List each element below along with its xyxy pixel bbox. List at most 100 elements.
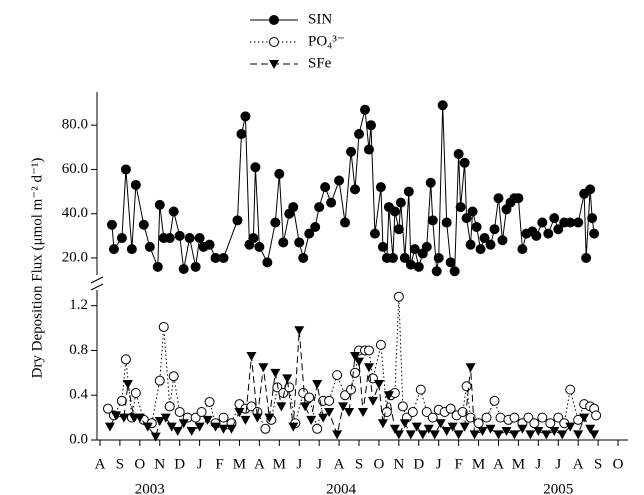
point — [485, 424, 496, 434]
x-tick-label: A — [493, 456, 504, 472]
point — [310, 221, 321, 232]
point — [441, 427, 452, 437]
point — [314, 202, 325, 213]
point — [453, 148, 464, 159]
point — [579, 413, 590, 423]
point — [393, 224, 404, 235]
point — [367, 396, 378, 406]
point — [270, 368, 281, 378]
point — [425, 177, 436, 188]
x-tick-label: M — [472, 456, 485, 472]
point — [258, 363, 269, 373]
point — [457, 407, 468, 418]
point — [294, 237, 305, 248]
point — [326, 197, 337, 208]
point — [236, 129, 247, 140]
point — [525, 430, 536, 440]
point — [154, 375, 165, 386]
point — [415, 384, 426, 395]
point — [493, 430, 504, 440]
point — [471, 221, 482, 232]
point — [377, 241, 388, 252]
point — [218, 252, 229, 263]
point — [232, 215, 243, 226]
x-tick-label: J — [296, 456, 302, 472]
point — [144, 241, 155, 252]
y-tick-label: 0.4 — [69, 387, 88, 403]
point — [248, 233, 259, 244]
x-tick-label: M — [233, 456, 246, 472]
point — [461, 213, 472, 224]
point — [363, 345, 374, 356]
point — [234, 408, 245, 418]
point — [332, 430, 343, 440]
point — [196, 407, 207, 418]
point — [541, 430, 552, 440]
point — [210, 422, 221, 432]
point — [513, 193, 524, 204]
point — [168, 371, 179, 382]
point — [533, 427, 544, 437]
point — [469, 430, 480, 440]
point — [517, 244, 528, 255]
legend-label: SIN — [308, 11, 332, 27]
point — [389, 424, 400, 434]
point — [523, 412, 534, 423]
point — [160, 413, 171, 423]
point — [493, 193, 504, 204]
point — [350, 184, 361, 195]
series — [106, 100, 600, 277]
point — [324, 395, 335, 406]
point — [240, 111, 251, 122]
point — [517, 424, 528, 434]
point — [354, 129, 365, 140]
point — [134, 413, 145, 423]
y-tick-label: 40.0 — [62, 205, 88, 221]
point — [294, 326, 305, 336]
point — [441, 217, 452, 228]
point — [250, 162, 261, 173]
point — [413, 261, 424, 272]
point — [421, 407, 432, 418]
legend-label: SFe — [308, 55, 332, 71]
x-tick-label: N — [154, 456, 165, 472]
x-tick-label: O — [134, 456, 145, 472]
point — [270, 217, 281, 228]
point — [164, 233, 175, 244]
point — [589, 228, 600, 239]
y-tick-label: 1.2 — [69, 297, 88, 313]
point — [304, 228, 315, 239]
point — [110, 411, 121, 421]
point — [344, 408, 355, 418]
point — [154, 416, 165, 426]
point — [435, 419, 446, 429]
point — [338, 402, 349, 412]
point — [549, 213, 560, 224]
y-axis-label: Dry Deposition Flux (μmol m⁻² d⁻¹) — [29, 158, 45, 379]
point — [174, 230, 185, 241]
point — [477, 427, 488, 437]
point — [122, 380, 133, 390]
x-tick-label: D — [174, 456, 185, 472]
point — [340, 390, 351, 401]
point — [152, 261, 163, 272]
point — [497, 235, 508, 246]
point — [252, 413, 263, 423]
point — [587, 213, 598, 224]
point — [581, 252, 592, 263]
point — [158, 321, 169, 332]
point — [585, 184, 596, 195]
point — [164, 401, 175, 412]
point — [529, 418, 540, 429]
point — [509, 430, 520, 440]
x-tick-label: J — [197, 456, 203, 472]
point — [108, 244, 119, 255]
point — [369, 228, 380, 239]
point — [431, 266, 442, 277]
point — [429, 430, 440, 440]
point — [411, 422, 422, 432]
point — [130, 387, 141, 398]
x-tick-label: F — [215, 456, 223, 472]
point — [346, 146, 357, 157]
point — [537, 217, 548, 228]
